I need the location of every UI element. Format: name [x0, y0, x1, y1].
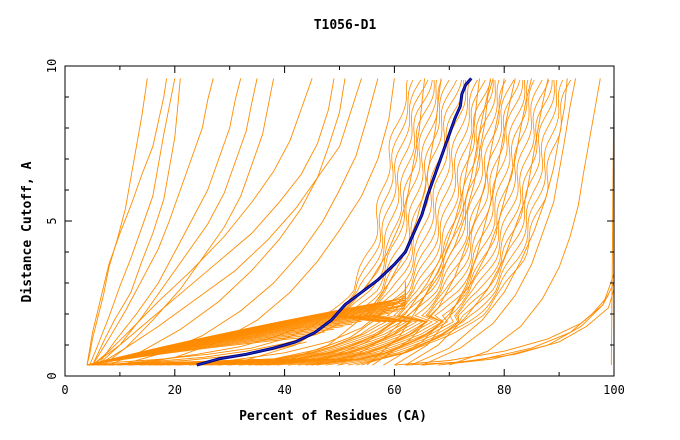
model-curve-band-32	[355, 79, 564, 366]
model-curve-18	[383, 78, 533, 366]
model-curve-band-18	[238, 79, 496, 366]
x-tick-label-1: 20	[168, 383, 182, 397]
model-curve-band-3	[109, 79, 429, 366]
model-curve-35	[174, 310, 384, 366]
model-curve-13	[97, 78, 362, 366]
model-curve-band-22	[266, 79, 521, 366]
model-curve-6	[103, 78, 275, 366]
model-curve-band-23	[276, 79, 524, 366]
y-axis-label: Distance Cutoff, A	[20, 161, 35, 302]
x-axis-ticks: 0 20 40 60 80 100	[61, 66, 625, 397]
model-curve-band-8	[154, 79, 450, 366]
x-axis-label: Percent of Residues (CA)	[239, 409, 427, 424]
model-curve-1	[89, 78, 176, 366]
x-tick-label-3: 60	[387, 383, 401, 397]
model-curve-20	[366, 78, 491, 366]
x-tick-label-5: 100	[603, 383, 625, 397]
y-tick-label-1: 5	[45, 217, 59, 224]
model-curve-29	[421, 295, 609, 366]
model-curve-band-21	[260, 79, 515, 366]
model-curve-25	[311, 78, 480, 366]
highlight-curve-core	[196, 78, 472, 366]
model-curve-band-30	[337, 79, 555, 366]
model-curve-19	[372, 78, 505, 366]
model-curve-31	[86, 313, 329, 366]
model-curve-band-29	[325, 79, 553, 366]
model-curve-band-19	[248, 79, 500, 366]
model-curve-9	[108, 78, 346, 366]
model-curve-8	[92, 78, 313, 366]
model-curve-band-26	[305, 79, 535, 366]
model-curve-3	[92, 78, 214, 366]
model-curve-33	[92, 322, 340, 366]
model-curve-band-11	[177, 79, 465, 366]
model-curve-34	[108, 325, 302, 366]
model-curve-12	[92, 78, 335, 366]
model-curve-band-13	[198, 79, 471, 366]
model-curve-2	[92, 78, 181, 366]
x-tick-label-2: 40	[277, 383, 291, 397]
model-curves	[86, 78, 615, 366]
model-curve-band-14	[204, 79, 478, 366]
model-curve-21	[410, 78, 568, 366]
model-curve-band-7	[148, 79, 442, 366]
model-curve-7	[86, 78, 168, 366]
y-tick-label-0: 0	[45, 372, 59, 379]
model-curve-band-31	[347, 79, 558, 366]
model-curve-10	[119, 78, 379, 366]
model-curve-14	[394, 78, 516, 366]
y-tick-label-2: 10	[45, 59, 59, 73]
y-axis-ticks: 0 5 10	[45, 59, 614, 380]
model-curve-band-17	[226, 80, 494, 366]
model-curve-band-27	[310, 79, 543, 366]
model-curve-24	[339, 78, 494, 366]
x-tick-label-0: 0	[61, 383, 68, 397]
highlighted-model-curve	[196, 77, 473, 367]
model-curve-low-21	[86, 281, 406, 366]
model-curve-17	[449, 78, 601, 366]
x-tick-label-4: 80	[497, 383, 511, 397]
model-curve-16	[421, 78, 577, 366]
model-curve-15	[405, 78, 549, 366]
model-curve-4	[97, 78, 242, 366]
model-curve-band-25	[298, 79, 529, 366]
model-curve-band-20	[255, 79, 507, 366]
model-curve-band-24	[287, 79, 526, 366]
model-curve-30	[438, 273, 615, 366]
model-curve-band-28	[316, 79, 550, 366]
model-curve-11	[130, 78, 395, 366]
chart-title: T1056-D1	[314, 18, 377, 33]
model-curve-36	[218, 304, 390, 366]
model-curve-22	[273, 78, 442, 366]
